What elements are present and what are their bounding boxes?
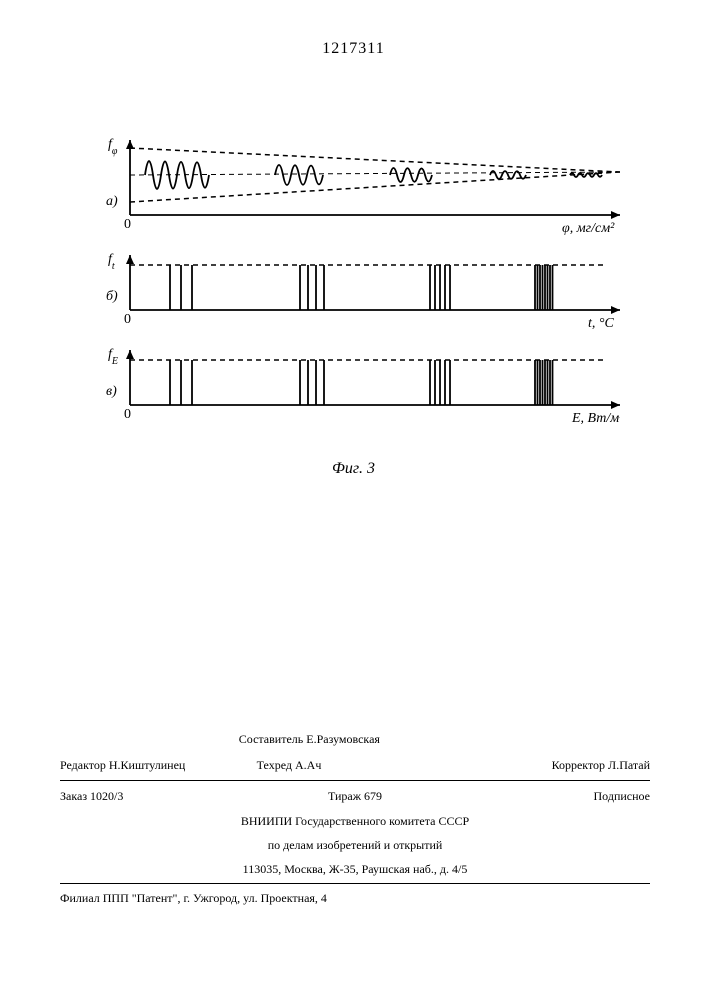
footer-org1: ВНИИПИ Государственного комитета СССР	[60, 809, 650, 833]
footer-tech: Техред А.Ач	[257, 756, 454, 774]
patent-number: 1217311	[322, 40, 384, 58]
divider	[60, 883, 650, 884]
footer-row-composer: Составитель Е.Разумовская	[60, 726, 650, 752]
footer: Составитель Е.Разумовская Редактор Н.Киш…	[60, 726, 650, 910]
svg-text:t, °C: t, °C	[588, 316, 614, 331]
svg-text:0: 0	[124, 312, 131, 327]
panel-b: ft 0 t, °C	[108, 252, 620, 331]
figure-svg: fφ 0 φ, мг/см² а) ft 0 t, °C б)	[100, 130, 620, 460]
svg-text:ft: ft	[108, 252, 115, 272]
panel-c: fE 0 E, Вт/м²	[108, 347, 620, 426]
panel-a-label: а)	[106, 194, 118, 209]
footer-tirage: Тираж 679	[257, 787, 454, 805]
svg-text:E, Вт/м²: E, Вт/м²	[571, 411, 620, 426]
panel-c-label: в)	[106, 384, 117, 399]
footer-composer: Составитель Е.Разумовская	[239, 730, 471, 748]
footer-row-order: Заказ 1020/3 Тираж 679 Подписное	[60, 783, 650, 809]
figure-caption: Фиг. 3	[332, 460, 375, 478]
svg-text:fφ: fφ	[108, 137, 118, 157]
footer-org2: по делам изобретений и открытий	[60, 833, 650, 857]
svg-text:0: 0	[124, 217, 131, 232]
footer-addr: 113035, Москва, Ж-35, Раушская наб., д. …	[60, 857, 650, 881]
footer-order: Заказ 1020/3	[60, 787, 257, 805]
svg-text:φ, мг/см²: φ, мг/см²	[562, 221, 615, 236]
footer-corrector: Корректор Л.Патай	[453, 756, 650, 774]
panel-b-label: б)	[106, 289, 118, 304]
panel-a: fφ 0 φ, мг/см²	[108, 137, 620, 236]
footer-editor: Редактор Н.Киштулинец	[60, 756, 257, 774]
svg-text:fE: fE	[108, 347, 118, 367]
footer-subscription: Подписное	[453, 787, 650, 805]
page: 1217311 fφ 0 φ, мг/см²	[0, 0, 707, 1000]
figure-3: fφ 0 φ, мг/см² а) ft 0 t, °C б)	[100, 130, 620, 460]
footer-branch: Филиал ППП "Патент", г. Ужгород, ул. Про…	[60, 886, 650, 910]
footer-row-staff: Редактор Н.Киштулинец Техред А.Ач Коррек…	[60, 752, 650, 778]
divider	[60, 780, 650, 781]
svg-text:0: 0	[124, 407, 131, 422]
footer-cell	[471, 730, 650, 748]
footer-cell	[60, 730, 239, 748]
